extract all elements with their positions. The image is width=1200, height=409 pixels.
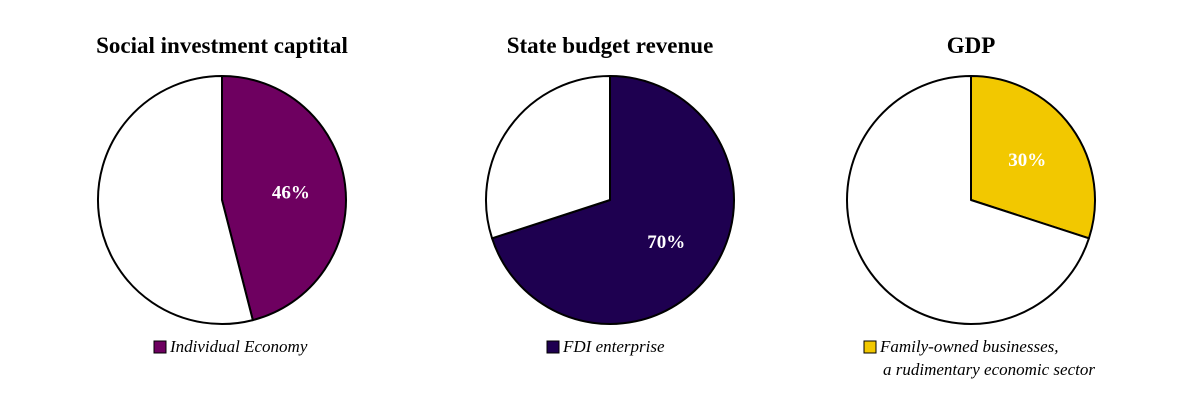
pie-chart-2: State budget revenue 70% FDI enterprise bbox=[485, 33, 735, 356]
chart-title: State budget revenue bbox=[507, 33, 714, 58]
slice-data-label: 70% bbox=[647, 232, 685, 253]
pie-slice-remainder bbox=[846, 75, 1090, 325]
legend-label: Family-owned businesses, bbox=[879, 337, 1058, 356]
legend-entry: FDI enterprise bbox=[546, 337, 665, 356]
pie-slice-fdi-enterprise bbox=[491, 75, 735, 325]
legend-label: a rudimentary economic sector bbox=[883, 360, 1095, 379]
pie-slice-family-owned-businesses-a-rudimentary-economic-sector bbox=[970, 75, 1096, 240]
pie-chart-1: Social investment captital 46% Individual … bbox=[96, 33, 348, 356]
legend-swatch bbox=[153, 340, 167, 354]
legend-swatch bbox=[546, 340, 560, 354]
pie-slice-remainder bbox=[485, 75, 611, 240]
legend-label: FDI enterprise bbox=[562, 337, 665, 356]
legend-entry: Individual Economy bbox=[153, 337, 308, 356]
slice-data-label: 46% bbox=[272, 182, 310, 203]
slice-data-label: 30% bbox=[1008, 150, 1046, 171]
pie-slice-individual-economy bbox=[221, 75, 347, 322]
legend-entry: Family-owned businesses, a rudimentary ec… bbox=[863, 337, 1095, 379]
pie-slice-remainder bbox=[97, 75, 254, 325]
chart-title: Social investment captital bbox=[96, 33, 348, 58]
chart-title: GDP bbox=[947, 33, 996, 58]
legend-label: Individual Economy bbox=[169, 337, 308, 356]
legend-swatch bbox=[863, 340, 877, 354]
pie-chart-3: GDP 30% Family-owned businesses, a rudiment… bbox=[846, 33, 1096, 379]
